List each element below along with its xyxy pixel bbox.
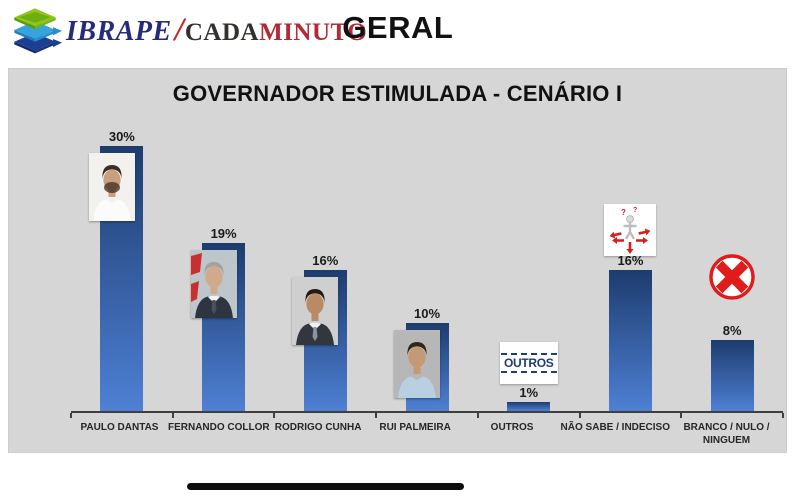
bar-column: 16% bbox=[274, 129, 376, 411]
header: IBRAPE / CADA MINUTO GERAL bbox=[0, 0, 800, 62]
bar-column: 10% bbox=[376, 129, 478, 411]
chart-title: GOVERNADOR ESTIMULADA - CENÁRIO I bbox=[172, 81, 623, 106]
chart-panel: GOVERNADOR ESTIMULADA - CENÁRIO I 30% 19%… bbox=[8, 68, 787, 453]
outros-box-label: OUTROS bbox=[500, 353, 557, 373]
category-label: OUTROS bbox=[490, 422, 534, 433]
brand-wordmark: IBRAPE / CADA MINUTO bbox=[66, 12, 367, 49]
axis-tick bbox=[273, 413, 275, 418]
ibrape-logo-icon bbox=[14, 8, 62, 54]
axis-tick bbox=[70, 413, 72, 418]
brand-logo: IBRAPE / CADA MINUTO bbox=[8, 4, 367, 56]
bar-value-label: 16% bbox=[312, 253, 339, 268]
category-label: BRANCO / NULO / NINGUEM bbox=[683, 422, 770, 446]
category-labels: PAULO DANTAS FERNANDO COLLOR RODRIGO CUNHA… bbox=[71, 420, 783, 447]
bar-value-label: 10% bbox=[414, 306, 441, 321]
bar-column: 19% bbox=[173, 129, 275, 411]
category-label: PAULO DANTAS bbox=[80, 422, 159, 433]
outros-box: OUTROS bbox=[499, 342, 558, 384]
cancel-icon bbox=[708, 253, 756, 301]
axis-tick bbox=[782, 413, 784, 418]
bar-value-label: 8% bbox=[722, 323, 742, 338]
bar bbox=[507, 402, 551, 411]
bar-column: 30% bbox=[71, 129, 173, 411]
brand-minuto: MINUTO bbox=[259, 18, 368, 46]
bar-value-label: 1% bbox=[519, 385, 539, 400]
page-title: GERAL bbox=[342, 10, 454, 45]
bar-column: 1% OUTROS bbox=[478, 129, 580, 411]
indecision-icon: ?? bbox=[604, 204, 657, 256]
x-axis bbox=[71, 411, 783, 413]
brand-ibrape: IBRAPE bbox=[66, 15, 172, 47]
axis-tick bbox=[579, 413, 581, 418]
rui-palmeira-photo bbox=[394, 330, 441, 398]
category-label: FERNANDO COLLOR bbox=[167, 422, 270, 433]
brand-slash: / bbox=[174, 11, 184, 48]
bar bbox=[710, 340, 754, 411]
axis-tick bbox=[477, 413, 479, 418]
category-label: RODRIGO CUNHA bbox=[274, 422, 362, 433]
bar-value-label: 30% bbox=[108, 129, 135, 144]
bottom-divider bbox=[187, 483, 464, 490]
bar-chart: 30% 19% 16% 10% 1% OUTROS 16%?? 8% bbox=[71, 129, 783, 411]
paulo-dantas-photo bbox=[88, 153, 135, 221]
bar-column: 8% bbox=[681, 129, 783, 411]
svg-text:?: ? bbox=[633, 207, 637, 214]
rodrigo-cunha-photo bbox=[292, 277, 339, 345]
axis-tick bbox=[680, 413, 682, 418]
bar-value-label: 19% bbox=[210, 226, 237, 241]
bar-value-label: 16% bbox=[617, 253, 644, 268]
axis-tick bbox=[375, 413, 377, 418]
bar bbox=[608, 270, 652, 411]
fernando-collor-photo bbox=[190, 250, 237, 318]
brand-cada: CADA bbox=[184, 18, 260, 46]
bar-column: 16%?? bbox=[580, 129, 682, 411]
axis-tick bbox=[172, 413, 174, 418]
category-label: NÃO SABE / INDECISO bbox=[560, 422, 671, 433]
category-label: RUI PALMEIRA bbox=[379, 422, 451, 433]
svg-text:?: ? bbox=[621, 208, 626, 217]
